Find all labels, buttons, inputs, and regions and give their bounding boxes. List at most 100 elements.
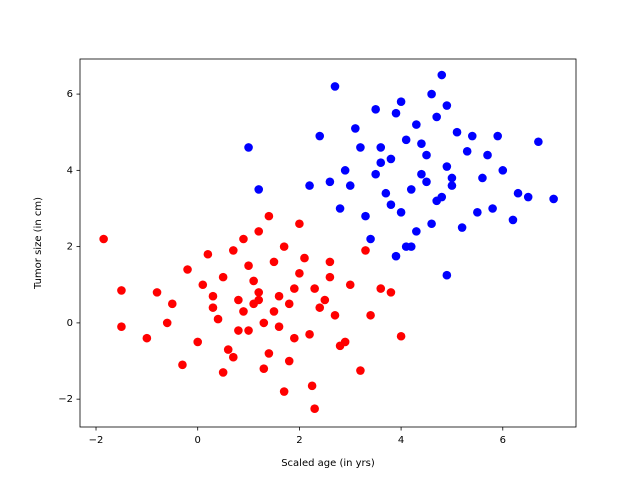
x-tick-label: −2 — [89, 435, 104, 446]
scatter-point — [462, 146, 472, 156]
scatter-point — [295, 219, 304, 229]
scatter-point — [391, 108, 401, 118]
scatter-point — [508, 215, 518, 225]
scatter-point — [310, 404, 319, 413]
scatter-point — [218, 272, 228, 282]
scatter-point — [234, 326, 243, 335]
scatter-point — [330, 310, 340, 320]
scatter-point — [340, 337, 350, 347]
scatter-point — [152, 288, 162, 297]
scatter-point — [422, 177, 431, 187]
scatter-point — [198, 280, 208, 290]
scatter-point — [244, 326, 253, 335]
scatter-point — [228, 352, 238, 362]
scatter-point — [447, 173, 457, 183]
scatter-point — [371, 105, 380, 114]
scatter-point — [412, 120, 421, 129]
scatter-point — [396, 208, 406, 217]
y-tick-label: −2 — [58, 394, 73, 405]
scatter-point — [493, 131, 502, 141]
scatter-point — [269, 307, 279, 316]
scatter-point — [300, 253, 309, 263]
scatter-point — [142, 333, 152, 343]
scatter-point — [117, 322, 126, 332]
scatter-point — [325, 272, 335, 282]
scatter-point — [264, 349, 274, 358]
scatter-point — [330, 82, 340, 91]
scatter-point — [361, 246, 370, 255]
scatter-point — [417, 169, 426, 179]
scatter-point — [340, 166, 350, 175]
scatter-point — [513, 188, 523, 198]
scatter-point — [310, 284, 319, 293]
scatter-point — [228, 246, 238, 255]
scatter-point — [239, 307, 248, 316]
scatter-point — [284, 299, 294, 309]
scatter-point — [254, 288, 264, 297]
scatter-point — [427, 89, 436, 99]
scatter-point — [473, 208, 482, 217]
scatter-point — [305, 330, 314, 339]
scatter-point — [457, 223, 467, 232]
scatter-point — [442, 270, 452, 280]
scatter-point — [412, 227, 421, 236]
scatter-point — [315, 303, 325, 312]
scatter-point — [452, 127, 462, 137]
x-tick-label: 0 — [195, 435, 201, 446]
scatter-point — [315, 131, 325, 141]
scatter-point — [320, 295, 330, 305]
scatter-point — [249, 276, 258, 286]
scatter-point — [386, 288, 396, 297]
scatter-point — [244, 143, 253, 152]
scatter-point — [442, 162, 452, 171]
scatter-point — [213, 314, 223, 324]
scatter-point — [356, 366, 365, 375]
scatter-point — [391, 251, 401, 261]
scatter-point — [208, 291, 218, 301]
scatter-point — [437, 70, 447, 80]
scatter-point — [218, 368, 228, 377]
scatter-point — [356, 143, 365, 152]
scatter-point — [193, 337, 203, 347]
scatter-point — [427, 219, 436, 229]
scatter-point — [234, 295, 243, 305]
scatter-point — [406, 242, 416, 251]
scatter-point — [467, 131, 477, 141]
y-axis-label: Tumor size (in cm) — [33, 197, 44, 290]
scatter-point — [325, 177, 335, 187]
scatter-point — [345, 181, 355, 190]
scatter-point — [386, 154, 396, 164]
scatter-point — [178, 360, 187, 370]
scatter-point — [162, 318, 172, 328]
scatter-point — [447, 181, 457, 190]
scatter-point — [335, 204, 345, 213]
scatter-point — [264, 211, 274, 221]
scatter-point — [290, 333, 299, 343]
scatter-point — [345, 280, 355, 290]
scatter-point — [361, 211, 370, 221]
scatter-point — [432, 112, 441, 122]
scatter-point — [254, 227, 264, 236]
scatter-point — [279, 242, 289, 251]
scatter-point — [167, 299, 177, 309]
scatter-point — [274, 322, 284, 332]
y-tick-label: 2 — [67, 242, 73, 253]
scatter-point — [259, 364, 269, 373]
scatter-point — [488, 204, 497, 213]
scatter-point — [549, 194, 558, 204]
scatter-point — [376, 158, 386, 168]
scatter-point — [351, 124, 360, 133]
scatter-point — [244, 261, 253, 270]
scatter-point — [366, 234, 375, 244]
scatter-point — [437, 192, 447, 202]
scatter-point — [396, 331, 406, 341]
scatter-point — [259, 318, 269, 328]
scatter-point — [295, 269, 304, 278]
scatter-point — [381, 188, 391, 198]
x-axis-label: Scaled age (in yrs) — [281, 458, 375, 469]
scatter-point — [366, 310, 375, 320]
scatter-point — [305, 181, 314, 190]
scatter-point — [284, 356, 294, 366]
scatter-point — [223, 345, 233, 354]
